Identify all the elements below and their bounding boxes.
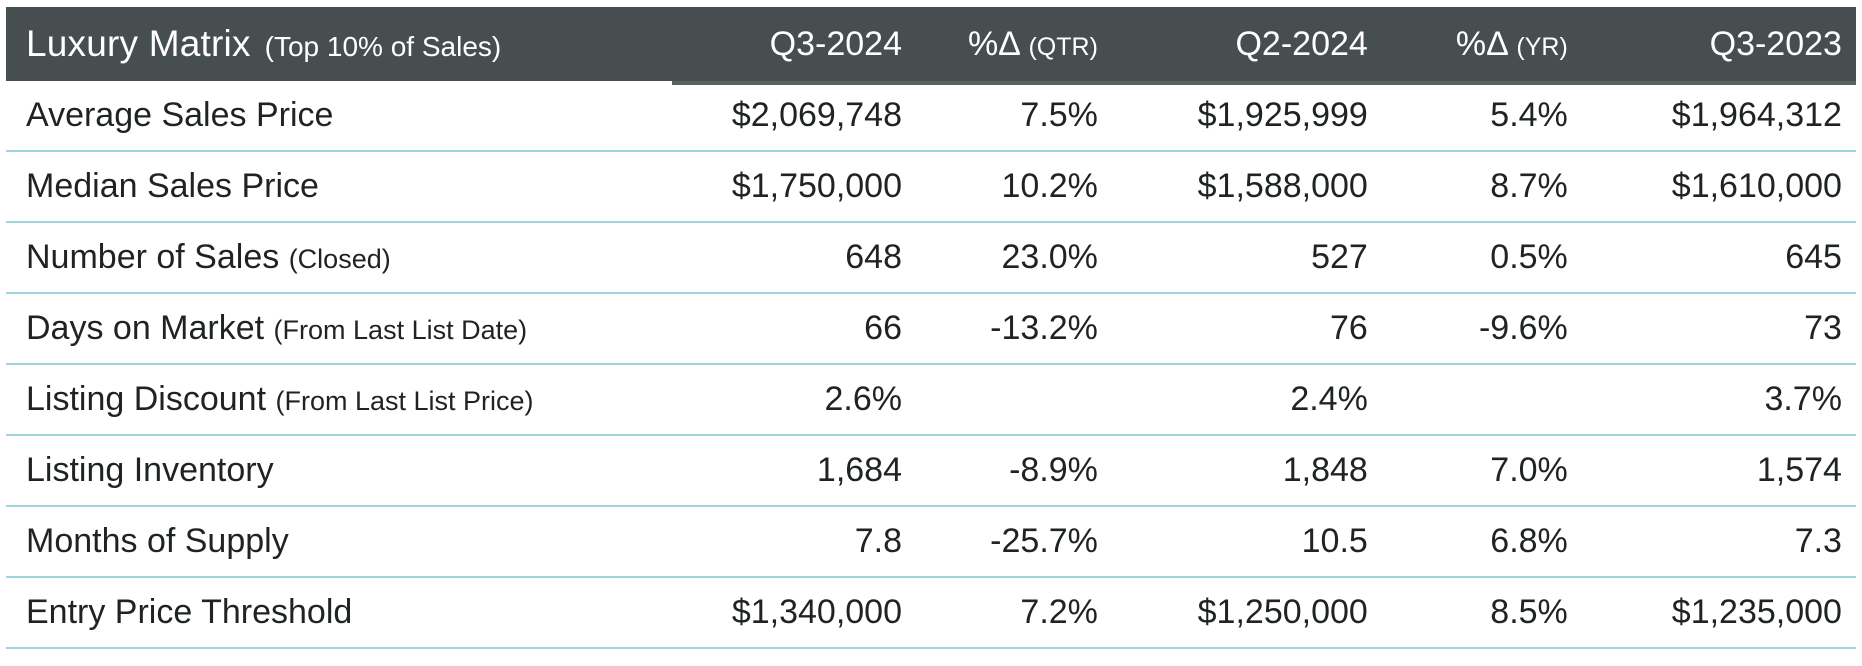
cell-q2-2024: $1,925,999 xyxy=(1197,96,1368,134)
luxury-matrix-table: Luxury Matrix (Top 10% of Sales) Q3-2024… xyxy=(6,7,1856,649)
cell-q3-2024: 66 xyxy=(864,309,902,347)
cell-q3-2024: $1,750,000 xyxy=(731,167,902,205)
table-row: Number of Sales (Closed) 648 23.0% 527 0… xyxy=(6,223,1856,294)
table-row: Average Sales Price $2,069,748 7.5% $1,9… xyxy=(6,81,1856,152)
cell-q3-2024: 7.8 xyxy=(854,522,902,560)
table-title-main: Luxury Matrix xyxy=(26,23,251,64)
table-header-row: Luxury Matrix (Top 10% of Sales) Q3-2024… xyxy=(6,7,1856,81)
row-label-main: Number of Sales xyxy=(26,238,280,276)
row-label: Days on Market (From Last List Date) xyxy=(6,309,672,348)
cell-q2-2024: 527 xyxy=(1311,238,1368,276)
column-header-paren: (QTR) xyxy=(1028,32,1098,61)
table-row: Months of Supply 7.8 -25.7% 10.5 6.8% 7.… xyxy=(6,507,1856,578)
column-header-pct-qtr: %Δ (QTR) xyxy=(916,25,1112,64)
cell-pct-qtr: 7.2% xyxy=(1020,593,1098,631)
row-label-note: (From Last List Price) xyxy=(275,386,534,416)
table-row: Listing Discount (From Last List Price) … xyxy=(6,365,1856,436)
column-header-label: %Δ xyxy=(967,24,1020,63)
cell-q3-2024: $1,340,000 xyxy=(731,593,902,631)
row-label-note: (From Last List Date) xyxy=(273,315,528,345)
cell-q2-2024: 10.5 xyxy=(1301,522,1368,560)
column-header-q3-2024: Q3-2024 xyxy=(672,25,916,64)
row-label: Entry Price Threshold xyxy=(6,593,672,632)
cell-q2-2024: $1,588,000 xyxy=(1197,167,1368,205)
column-header-label: Q3-2023 xyxy=(1709,24,1842,63)
table-row: Listing Inventory 1,684 -8.9% 1,848 7.0%… xyxy=(6,436,1856,507)
cell-q3-2023: $1,235,000 xyxy=(1671,593,1842,631)
row-label: Number of Sales (Closed) xyxy=(6,238,672,277)
cell-pct-yr: 8.5% xyxy=(1490,593,1568,631)
table-row: Median Sales Price $1,750,000 10.2% $1,5… xyxy=(6,152,1856,223)
cell-pct-qtr: -8.9% xyxy=(1009,451,1098,489)
cell-q3-2024: 648 xyxy=(845,238,902,276)
cell-q3-2024: 2.6% xyxy=(824,380,903,418)
row-label-main: Average Sales Price xyxy=(26,96,334,134)
row-label-main: Median Sales Price xyxy=(26,167,319,205)
row-label-main: Days on Market xyxy=(26,309,265,347)
cell-q3-2023: 645 xyxy=(1785,238,1842,276)
table-title-subtitle: (Top 10% of Sales) xyxy=(264,31,502,62)
cell-pct-qtr: -13.2% xyxy=(990,309,1098,347)
cell-q3-2024: 1,684 xyxy=(816,451,902,489)
cell-q2-2024: 2.4% xyxy=(1290,380,1368,418)
column-header-label: Q2-2024 xyxy=(1235,24,1368,63)
table-title: Luxury Matrix (Top 10% of Sales) xyxy=(6,23,672,65)
table-body: Average Sales Price $2,069,748 7.5% $1,9… xyxy=(6,81,1856,649)
cell-pct-yr: 7.0% xyxy=(1490,451,1568,489)
cell-pct-yr: 8.7% xyxy=(1490,167,1568,205)
row-label-main: Entry Price Threshold xyxy=(26,593,353,631)
cell-pct-yr: -9.6% xyxy=(1478,309,1568,347)
row-label: Median Sales Price xyxy=(6,167,672,206)
cell-q3-2024: $2,069,748 xyxy=(731,96,902,134)
cell-pct-qtr: 23.0% xyxy=(1001,238,1098,276)
column-header-pct-yr: %Δ (YR) xyxy=(1382,25,1582,64)
cell-q2-2024: 1,848 xyxy=(1282,451,1368,489)
table-row: Entry Price Threshold $1,340,000 7.2% $1… xyxy=(6,578,1856,649)
row-label: Listing Inventory xyxy=(6,451,672,490)
row-label: Listing Discount (From Last List Price) xyxy=(6,380,672,419)
row-label: Months of Supply xyxy=(6,522,672,561)
column-header-q2-2024: Q2-2024 xyxy=(1112,25,1382,64)
cell-q3-2023: 3.7% xyxy=(1764,380,1842,418)
column-header-label: Q3-2024 xyxy=(769,24,902,63)
row-label: Average Sales Price xyxy=(6,96,672,135)
cell-q3-2023: 73 xyxy=(1804,309,1842,347)
table-row: Days on Market (From Last List Date) 66 … xyxy=(6,294,1856,365)
cell-q3-2023: 7.3 xyxy=(1794,522,1842,560)
row-label-main: Months of Supply xyxy=(26,522,289,560)
header-shadow-strip xyxy=(672,81,1856,85)
cell-q3-2023: $1,964,312 xyxy=(1671,96,1842,134)
cell-pct-qtr: -25.7% xyxy=(990,522,1098,560)
cell-q3-2023: 1,574 xyxy=(1756,451,1842,489)
cell-pct-qtr: 7.5% xyxy=(1020,96,1098,134)
cell-pct-yr: 6.8% xyxy=(1490,522,1568,560)
cell-q3-2023: $1,610,000 xyxy=(1671,167,1842,205)
cell-pct-qtr: 10.2% xyxy=(1001,167,1098,205)
cell-q2-2024: 76 xyxy=(1329,309,1368,347)
cell-pct-yr: 5.4% xyxy=(1490,96,1568,134)
column-header-paren: (YR) xyxy=(1516,32,1568,61)
row-label-note: (Closed) xyxy=(288,244,391,274)
row-label-main: Listing Inventory xyxy=(26,451,274,489)
column-header-q3-2023: Q3-2023 xyxy=(1582,25,1856,64)
cell-q2-2024: $1,250,000 xyxy=(1197,593,1368,631)
column-header-label: %Δ xyxy=(1455,24,1507,63)
row-label-main: Listing Discount xyxy=(26,380,267,418)
cell-pct-yr: 0.5% xyxy=(1490,238,1568,276)
